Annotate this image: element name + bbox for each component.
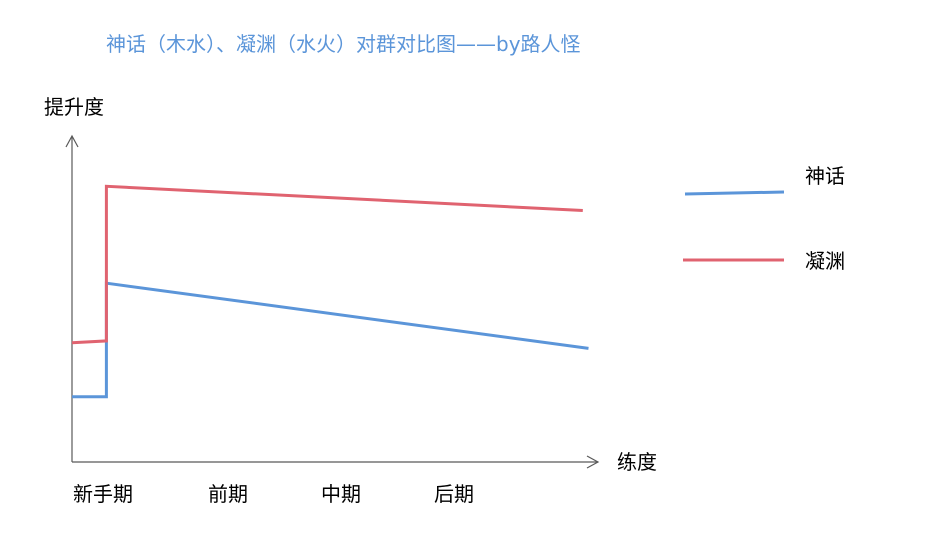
x-tick-label: 新手期 bbox=[73, 482, 133, 506]
legend-line-shenhua bbox=[684, 190, 785, 196]
chart-title: 神话（木水）、凝渊（水火）对群对比图——by路人怪 bbox=[106, 32, 581, 56]
x-tick-label: 中期 bbox=[321, 482, 361, 506]
series-line-shenhua bbox=[72, 281, 589, 399]
x-tick-label: 前期 bbox=[208, 482, 248, 506]
legend-label-ningyuan: 凝渊 bbox=[805, 249, 845, 273]
series-lines bbox=[71, 184, 589, 399]
legend: 神话 凝渊 bbox=[683, 164, 845, 273]
x-axis-arrow bbox=[586, 455, 600, 469]
x-tick-labels: 新手期 前期 中期 后期 bbox=[73, 482, 474, 506]
x-tick-label: 后期 bbox=[434, 482, 474, 506]
y-axis-label: 提升度 bbox=[44, 95, 104, 119]
legend-label-shenhua: 神话 bbox=[805, 164, 845, 188]
y-axis-arrow bbox=[65, 134, 79, 148]
series-line-ningyuan bbox=[71, 184, 583, 345]
x-axis-label: 练度 bbox=[617, 450, 657, 474]
